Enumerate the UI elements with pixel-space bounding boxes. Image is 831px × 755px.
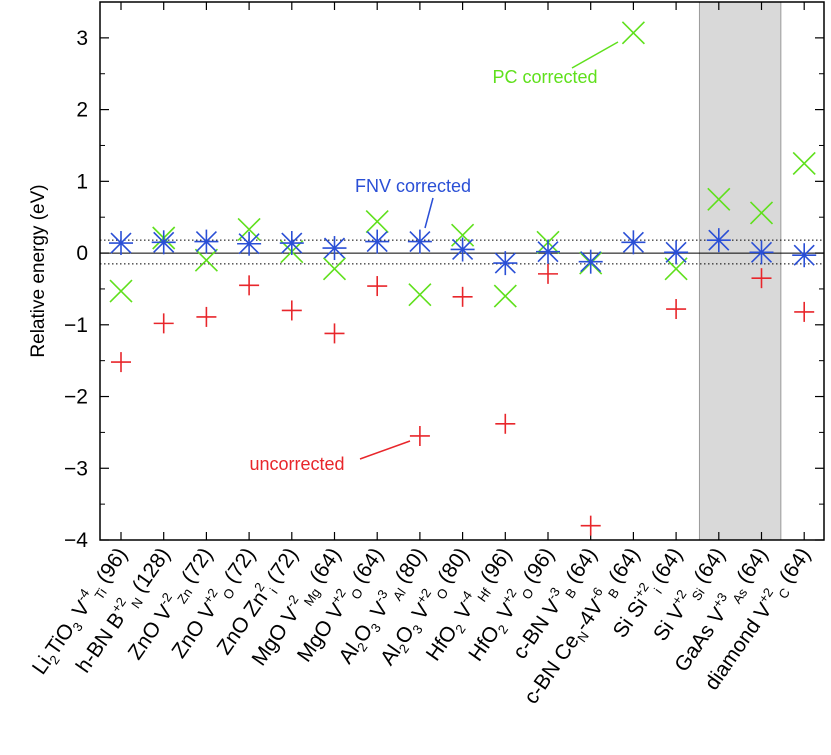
- uncorrected-point: [367, 276, 388, 297]
- highlight-band: [698, 1, 782, 541]
- fnv-corrected-point: [279, 231, 304, 256]
- uncorrected-point: [239, 275, 260, 296]
- annotations-layer: PC corrected FNV corrected uncorrected: [249, 41, 619, 474]
- pc-corrected-point-d2: [664, 257, 688, 281]
- fnv-corrected-point: [792, 243, 817, 268]
- y-tick-label: −1: [64, 314, 88, 337]
- uncorrected-point: [452, 286, 473, 307]
- uncorrected-point: [111, 352, 131, 373]
- y-tick-label: 0: [76, 242, 88, 265]
- pc-corrected-point-d2: [322, 257, 347, 281]
- uncorrected-point: [281, 300, 302, 321]
- fnv-corrected-point: [664, 240, 689, 265]
- fnv-corrected-point: [578, 249, 603, 274]
- pc-corrected-point-d2: [109, 279, 133, 303]
- pc-corrected-point-d2: [749, 201, 774, 225]
- pc-corrected-point-d2: [194, 248, 218, 272]
- y-tick-label: 1: [76, 170, 88, 193]
- highlight-band-layer: [698, 1, 782, 541]
- y-tick-label: −4: [64, 529, 88, 552]
- fnv-corrected-leader-line: [424, 197, 434, 229]
- pc-corrected-annotation: PC corrected: [492, 67, 597, 87]
- pc-corrected-point: [109, 279, 133, 303]
- fnv-corrected-point: [706, 228, 731, 253]
- pc-corrected-leader-line: [571, 41, 619, 69]
- pc-corrected-point-d2: [707, 187, 731, 211]
- fnv-corrected-point: [151, 230, 176, 255]
- pc-corrected-point: [365, 209, 389, 234]
- y-tick-label: 2: [76, 99, 88, 122]
- uncorrected-point: [666, 299, 687, 320]
- pc-corrected-point-d2: [493, 284, 517, 308]
- frame-layer: [99, 1, 825, 541]
- pc-corrected-point: [792, 151, 816, 175]
- uncorrected-point: [196, 306, 217, 327]
- pc-corrected-point: [749, 201, 774, 225]
- pc-corrected-point: [707, 187, 731, 211]
- y-tick-label: −2: [64, 386, 88, 409]
- uncorrected-annotation: uncorrected: [249, 454, 344, 474]
- pc-corrected-point-d2: [792, 151, 816, 175]
- fnv-corrected-point: [450, 237, 475, 262]
- fnv-corrected-point: [749, 240, 774, 265]
- pc-corrected-point-d2: [365, 209, 389, 234]
- fnv-corrected-point: [194, 229, 219, 254]
- uncorrected-point: [538, 263, 558, 284]
- uncorrected-leader-line: [359, 440, 411, 460]
- fnv-corrected-point: [237, 231, 262, 256]
- pc-corrected-point-d2: [621, 21, 645, 45]
- fnv-corrected-point: [365, 229, 390, 254]
- pc-corrected-point: [621, 21, 645, 45]
- uncorrected-point: [153, 313, 174, 334]
- pc-corrected-point: [322, 257, 347, 281]
- pc-corrected-point: [194, 248, 218, 272]
- fnv-corrected-point: [621, 230, 646, 255]
- uncorrected-point: [409, 425, 430, 446]
- y-tick-label: −3: [64, 457, 88, 480]
- pc-corrected-point: [493, 284, 517, 308]
- fnv-corrected-point: [322, 236, 347, 261]
- fnv-corrected-annotation: FNV corrected: [355, 176, 471, 196]
- uncorrected-point: [580, 515, 601, 536]
- data-marks-layer: [109, 21, 817, 536]
- pc-corrected-point-d2: [408, 283, 432, 307]
- fnv-corrected-point: [536, 239, 560, 264]
- y-tick-label: 3: [76, 27, 88, 50]
- fnv-corrected-point: [407, 229, 432, 254]
- uncorrected-point: [324, 323, 345, 344]
- fnv-corrected-point: [493, 251, 518, 276]
- uncorrected-point: [495, 413, 516, 434]
- fnv-corrected-point: [109, 231, 133, 256]
- pc-corrected-point: [408, 283, 432, 307]
- y-axis-label: Relative energy (eV): [28, 184, 49, 357]
- uncorrected-point: [751, 268, 772, 289]
- uncorrected-point: [794, 301, 815, 322]
- pc-corrected-point: [664, 257, 688, 281]
